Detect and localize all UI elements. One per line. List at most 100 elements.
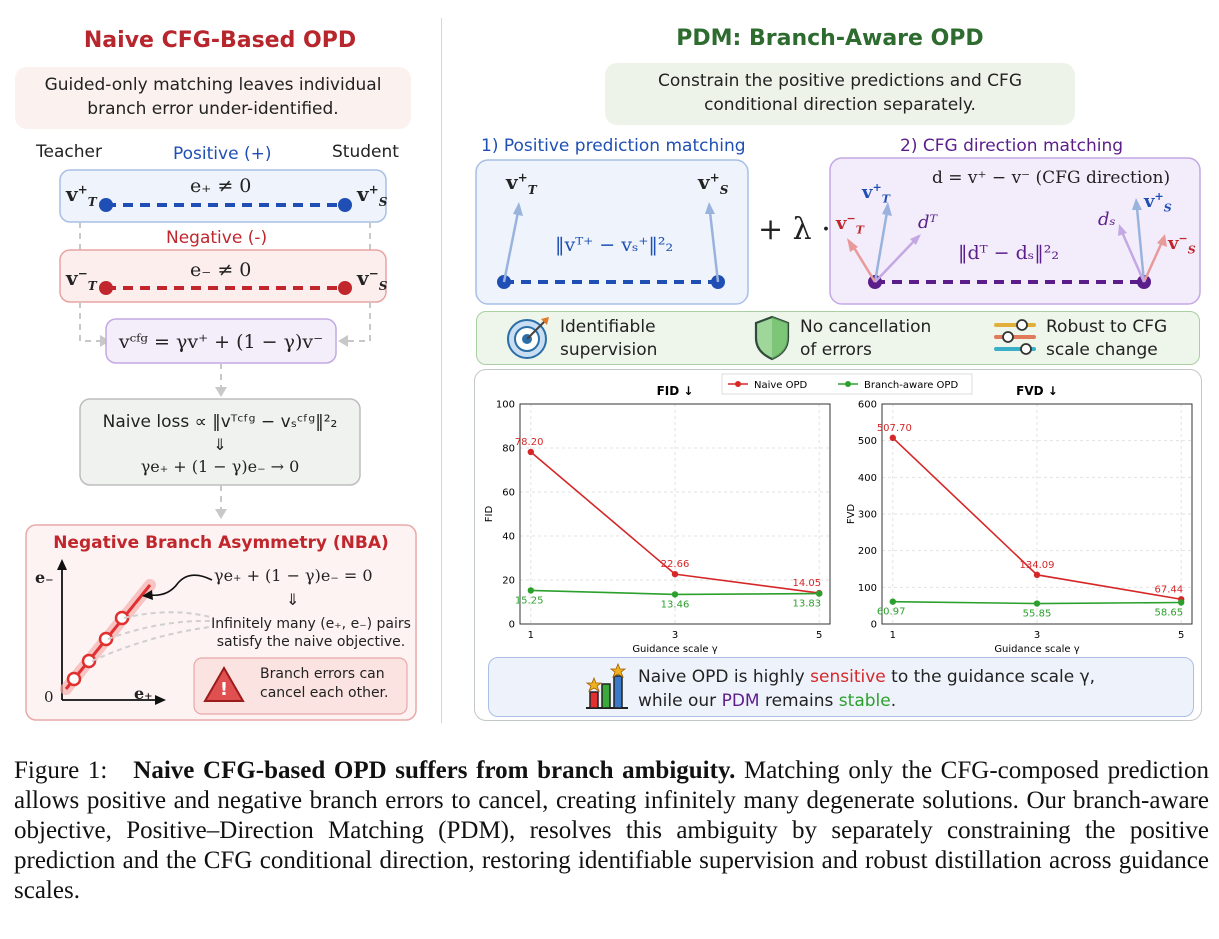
d-s-label: dₛ [1098, 209, 1116, 230]
chart-legend: Naive OPD Branch-aware OPD [721, 373, 973, 395]
solution-point-2 [81, 653, 97, 669]
data-label: 60.97 [877, 607, 906, 618]
y-tick-label: 100 [858, 583, 877, 594]
positive-label: Positive (+) [173, 144, 272, 164]
feature-3-line-2: scale change [1046, 340, 1158, 360]
warning-icon [203, 665, 245, 702]
feature-1-line-1: Identifiable [560, 317, 656, 337]
feature-identifiable: Identifiable supervision [560, 316, 657, 362]
neg-teacher-vector: v−T [66, 266, 97, 293]
right-note-line-1: Constrain the positive predictions and C… [657, 71, 1023, 91]
y-tick-label: 80 [502, 444, 515, 455]
cfg-match-box [829, 157, 1201, 305]
naive-loss-result: γe₊ + (1 − γ)e₋ → 0 [140, 457, 300, 476]
features-row [476, 311, 1200, 365]
data-point [671, 591, 679, 598]
positive-student-dot [338, 198, 352, 212]
data-label: 22.66 [661, 559, 690, 570]
d-t-label: dᵀ [918, 212, 938, 233]
positive-teacher-dot [99, 198, 113, 212]
x-axis-label: Guidance scale γ [994, 644, 1079, 655]
data-label: 55.85 [1023, 609, 1052, 620]
data-label: 13.46 [661, 599, 690, 610]
naive-loss-implies: ⇓ [213, 435, 227, 454]
data-label: 67.44 [1155, 584, 1184, 595]
feature-3-line-1: Robust to CFG [1046, 317, 1168, 337]
pos-student-vector: v+S [357, 182, 388, 209]
data-point [527, 587, 535, 594]
negative-teacher-dot [99, 281, 113, 295]
teacher-label: Teacher [36, 142, 102, 162]
feature-robust: Robust to CFG scale change [1046, 316, 1167, 362]
data-label: 15.25 [515, 595, 544, 606]
left-note-line-1: Guided-only matching leaves individual [44, 75, 382, 95]
chart-title: FVD ↓ [1016, 384, 1058, 398]
pos-error-label: e₊ ≠ 0 [190, 175, 252, 197]
x-tick-label: 3 [672, 630, 678, 641]
nba-title: Negative Branch Asymmetry (NBA) [53, 533, 389, 553]
summary-line-2-prefix: while our [638, 691, 722, 711]
neg-error-label: e₋ ≠ 0 [190, 259, 252, 281]
pos-match-label: 1) Positive prediction matching [481, 136, 746, 156]
y-axis-label: FVD [846, 504, 857, 525]
warning-text-line-2: cancel each other. [260, 685, 389, 701]
data-point [889, 434, 897, 442]
x-axis-label: Guidance scale γ [632, 644, 717, 655]
cfg-vt-neg: v−T [836, 212, 864, 237]
data-point [815, 590, 823, 597]
x-tick-label: 5 [1178, 630, 1184, 641]
data-point [671, 570, 679, 578]
data-point [1177, 599, 1185, 606]
axis-y-label: e₋ [35, 568, 54, 587]
student-label: Student [332, 142, 399, 162]
x-tick-label: 3 [1034, 630, 1040, 641]
fid-chart: 0 20 40 60 80 100 1 3 5 FID ↓ Guidance scale γ FID 7… [484, 384, 831, 655]
y-tick-label: 600 [858, 400, 877, 411]
summary-sensitive: sensitive [810, 667, 886, 687]
chart-panel [474, 369, 1202, 721]
d-definition: d = v⁺ − v⁻ (CFG direction) [932, 168, 1171, 188]
neg-student-vector: v−S [357, 266, 388, 293]
x-tick-label: 1 [890, 630, 896, 641]
negative-student-dot [338, 281, 352, 295]
warning-box [193, 657, 408, 715]
bar-chart-icon [585, 662, 628, 709]
matching-diagram [475, 157, 1201, 305]
feature-no-cancellation: No cancellation of errors [800, 316, 931, 362]
solution-point-3 [98, 631, 114, 647]
summary-line-1: Naive OPD is highly sensitive to the gui… [638, 667, 1095, 687]
target-icon [507, 317, 549, 359]
legend-marker [735, 381, 741, 387]
nba-text: Infinitely many (e₊, e₋) pairs satisfy t… [206, 615, 416, 651]
left-note: Guided-only matching leaves individual b… [15, 67, 411, 129]
legend-entry: Branch-aware OPD [864, 380, 958, 391]
cfg-vt-pos: v+T [862, 181, 890, 206]
feature-2-line-2: of errors [800, 340, 872, 360]
cfg-match-label: 2) CFG direction matching [900, 136, 1124, 156]
panel-divider [441, 18, 442, 723]
solution-point-1 [66, 671, 82, 687]
warning-text-line-1: Branch errors can [260, 666, 385, 682]
caption-text: Matching only the CFG-composed predictio… [14, 757, 1209, 904]
dir-loss: ‖dᵀ − dₛ‖²₂ [958, 242, 1059, 264]
y-tick-label: 200 [858, 546, 877, 557]
cfg-formula: vᶜᶠᵍ = γv⁺ + (1 − γ)v⁻ [118, 331, 324, 353]
pos-loss: ‖vᵀ⁺ − vₛ⁺‖²₂ [555, 234, 674, 256]
y-tick-label: 400 [858, 473, 877, 484]
summary-line-1-suffix: to the guidance scale γ, [885, 667, 1096, 687]
pos-match-box [475, 159, 749, 305]
caption-label: Figure 1: [14, 757, 108, 784]
naive-loss-text: Naive loss ∝ ‖vᵀᶜᶠᵍ − vₛᶜᶠᵍ‖²₂ [102, 412, 338, 432]
y-tick-label: 20 [502, 576, 515, 587]
plot-frame [519, 403, 831, 625]
axis-origin-label: 0 [44, 688, 54, 706]
right-note-line-2: conditional direction separately. [704, 95, 976, 115]
warning-text: Branch errors can cancel each other. [260, 665, 388, 703]
feature-2-line-1: No cancellation [800, 317, 932, 337]
data-label: 58.65 [1155, 607, 1184, 618]
cfg-vs-pos: v+S [1144, 190, 1172, 215]
chart-title: FID ↓ [657, 384, 694, 398]
y-axis-label: FID [484, 506, 495, 523]
fvd-chart: 0 100 200 300 400 500 600 1 3 5 FVD ↓ Guidance scal… [846, 384, 1193, 655]
pos-teacher-vector: v+T [66, 182, 97, 209]
